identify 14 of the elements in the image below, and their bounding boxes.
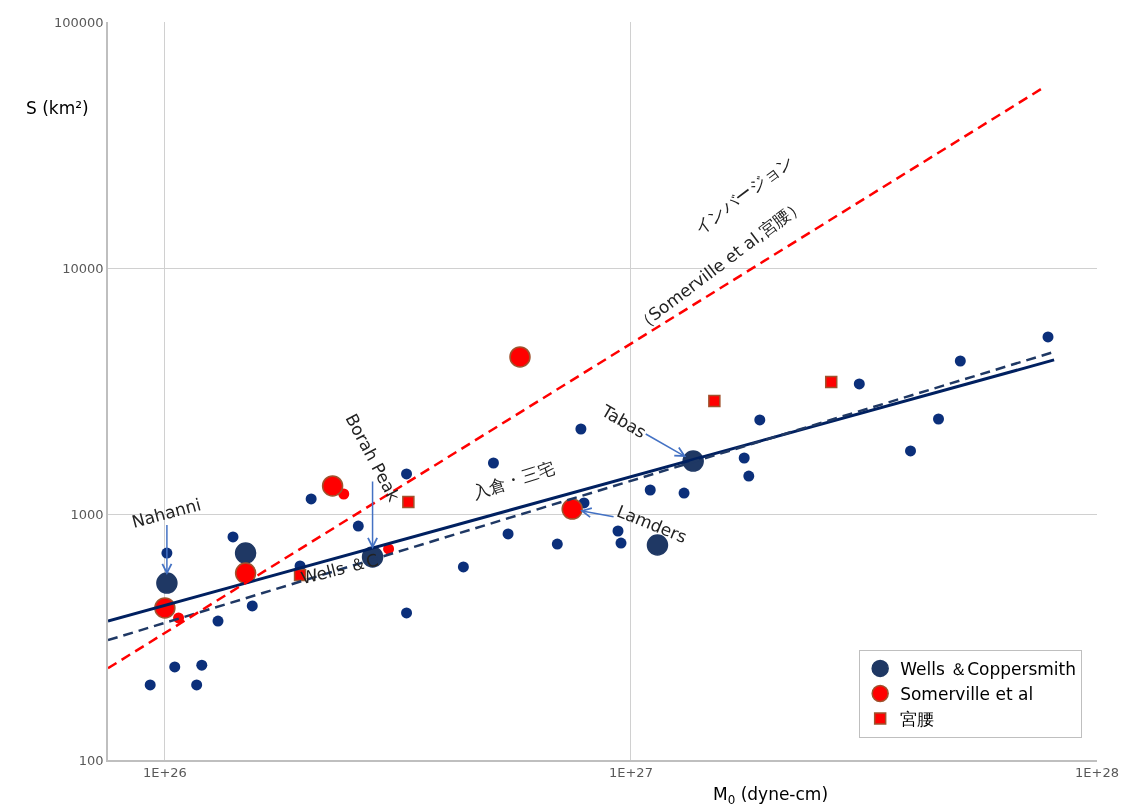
y-tick-label: 1000 — [70, 506, 104, 522]
annotation: Wells ＆C — [298, 549, 381, 589]
y-tick-label: 100000 — [54, 14, 104, 30]
y-tick-label: 10000 — [62, 260, 104, 276]
legend-label: Somerville et al — [900, 684, 1034, 705]
legend-label: 宮腰 — [900, 709, 935, 730]
x-tick-label: 1E+26 — [142, 765, 187, 781]
annotation: 入倉・三宅 — [470, 457, 558, 503]
y-tick-label: 100 — [78, 752, 104, 768]
x-tick-label: 1E+28 — [1075, 765, 1119, 781]
x-axis-title: M$_{0}$ (dyne-cm) — [713, 784, 829, 807]
x-tick-label: 1E+27 — [608, 765, 653, 781]
y-axis-title: S (km²) — [26, 98, 89, 118]
legend-label: Wells ＆Coppersmith — [900, 659, 1077, 680]
